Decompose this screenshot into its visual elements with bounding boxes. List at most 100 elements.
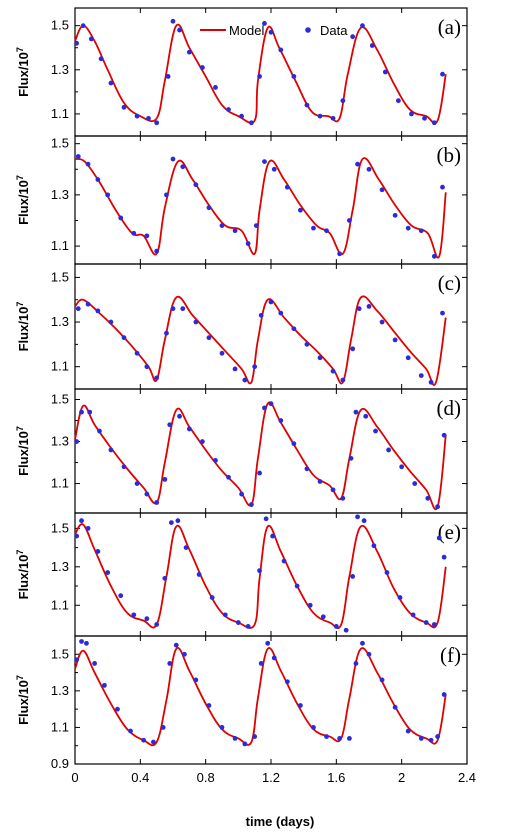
- data-point: [75, 154, 81, 159]
- data-point: [268, 299, 274, 305]
- panel-d: 1.1 1.3 1.5 Flux/107 (d): [15, 388, 468, 514]
- data-point: [168, 520, 174, 526]
- data-point: [146, 115, 151, 121]
- data-point: [79, 639, 84, 644]
- data-point: [307, 602, 313, 608]
- data-point: [441, 432, 447, 438]
- data-point: [324, 734, 329, 739]
- data-point: [232, 228, 238, 234]
- data-point: [330, 115, 336, 121]
- data-point: [278, 418, 284, 423]
- panel-label: (d): [437, 396, 462, 420]
- panel-label: (a): [438, 15, 461, 39]
- y-axis-label-base: Flux/10: [16, 307, 31, 352]
- panel-frame: [74, 388, 468, 514]
- x-tick-label: 1.2: [262, 770, 280, 785]
- y-tick-label: 1.3: [51, 559, 69, 574]
- y-tick-label: 1.1: [51, 106, 69, 121]
- data-point: [340, 495, 346, 501]
- data-point: [271, 166, 277, 172]
- y-axis-label: Flux/107: [15, 550, 31, 600]
- data-point: [258, 312, 264, 318]
- data-point: [186, 426, 192, 432]
- data-point: [353, 661, 359, 666]
- data-point: [245, 623, 251, 629]
- data-point: [186, 49, 192, 55]
- data-point: [405, 728, 411, 734]
- data-point: [193, 677, 199, 683]
- y-axis-label-base: Flux/10: [16, 180, 31, 225]
- panel-a: 1.1 1.3 1.5 Flux/107 (a) Model Data: [15, 7, 468, 137]
- data-point: [366, 304, 372, 309]
- data-point: [128, 728, 133, 734]
- data-point: [382, 69, 388, 75]
- data-point: [121, 335, 127, 341]
- data-point: [294, 583, 300, 589]
- data-point: [131, 612, 137, 618]
- data-point: [330, 368, 336, 374]
- data-point: [431, 622, 437, 627]
- panel-frame: [74, 263, 468, 390]
- data-point: [363, 413, 369, 419]
- y-tick-label: 1.1: [51, 238, 69, 253]
- data-point: [97, 428, 102, 434]
- y-tick-label: 1.5: [51, 136, 69, 151]
- data-point: [348, 455, 354, 461]
- data-point: [180, 164, 186, 170]
- data-point: [200, 65, 205, 70]
- data-point: [350, 34, 356, 40]
- data-point: [131, 230, 137, 236]
- data-point: [440, 310, 445, 316]
- data-point: [219, 223, 225, 229]
- y-axis-label: Flux/107: [15, 675, 31, 725]
- data-point: [88, 36, 94, 42]
- data-point: [340, 98, 346, 104]
- data-point: [177, 413, 182, 419]
- data-point: [74, 40, 80, 46]
- data-point: [392, 212, 398, 218]
- data-point: [235, 620, 241, 625]
- y-tick-label: 1.1: [51, 719, 69, 734]
- data-point: [317, 113, 323, 119]
- data-point: [257, 74, 262, 79]
- data-point: [441, 692, 447, 697]
- y-axis-label: Flux/107: [15, 47, 31, 97]
- data-point: [154, 248, 160, 254]
- panel-e: 1.1 1.3 1.5 Flux/107 (e): [15, 512, 468, 637]
- data-point: [291, 326, 297, 332]
- data-point: [268, 29, 274, 35]
- data-point: [134, 350, 140, 356]
- x-tick-label: 2: [398, 770, 405, 785]
- data-point: [324, 228, 329, 234]
- data-point: [108, 319, 114, 325]
- data-point: [177, 27, 182, 33]
- data-point: [371, 543, 377, 549]
- data-point: [141, 737, 147, 743]
- data-point: [118, 215, 124, 221]
- data-point: [232, 736, 238, 741]
- data-point: [262, 21, 267, 26]
- data-point: [102, 682, 107, 688]
- data-point: [320, 614, 326, 620]
- data-point: [98, 56, 104, 62]
- data-point: [311, 225, 316, 231]
- data-point: [85, 525, 91, 531]
- data-point: [418, 228, 424, 234]
- panel-frame: [74, 635, 468, 765]
- y-tick-label: 1.5: [51, 520, 69, 535]
- data-point: [74, 657, 80, 663]
- data-point: [209, 595, 215, 600]
- data-point: [392, 337, 398, 343]
- data-point: [355, 514, 360, 520]
- data-point: [431, 120, 437, 126]
- data-point: [252, 734, 258, 739]
- data-point: [167, 422, 173, 428]
- data-point: [74, 439, 80, 444]
- data-point: [239, 491, 245, 497]
- y-tick-label: 1.3: [51, 187, 69, 202]
- data-point: [183, 545, 189, 550]
- y-tick-label: 1.3: [51, 434, 69, 449]
- data-point: [405, 355, 411, 361]
